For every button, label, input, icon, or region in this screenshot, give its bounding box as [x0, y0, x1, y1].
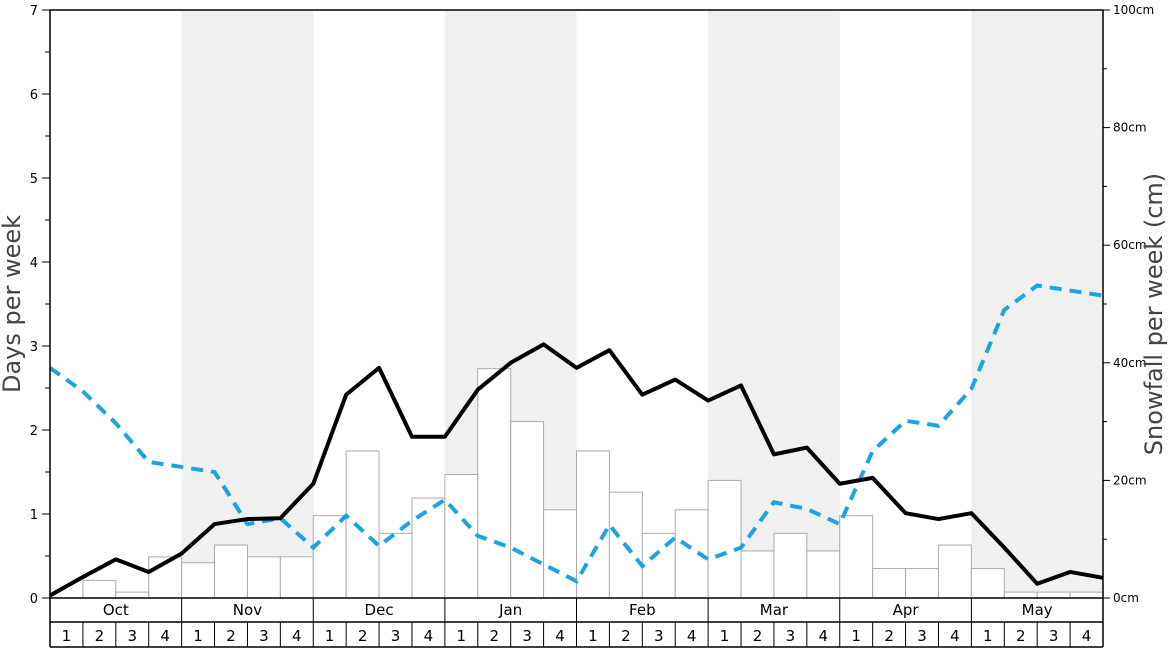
left-tick-label: 4: [30, 256, 38, 271]
snowfall-bar: [345, 450, 380, 599]
right-tick-label: 20cm: [1113, 473, 1147, 487]
week-label: 2: [1016, 627, 1026, 645]
month-band-nov: [181, 10, 314, 598]
month-label-nov: Nov: [233, 601, 262, 619]
month-label-feb: Feb: [629, 601, 656, 619]
week-label: 1: [720, 627, 730, 645]
snowfall-bar: [1069, 591, 1104, 599]
week-label: 4: [687, 627, 697, 645]
snowfall-bar: [214, 544, 248, 599]
left-tick-label: 6: [30, 88, 38, 103]
snowfall-bar: [1003, 591, 1038, 599]
left-tick-label: 5: [30, 172, 38, 187]
month-label-jan: Jan: [498, 601, 522, 619]
week-label: 2: [95, 627, 105, 645]
month-label-mar: Mar: [760, 601, 789, 619]
right-tick-label: 0cm: [1113, 591, 1139, 605]
x-axis: Oct 1 2 3 4 Nov 1 2 3 4 Dec 1 2 3 4 Jan 1 2 3 4 Feb 1 2 3 4 Mar 1 2…: [49, 598, 1104, 648]
snowfall-bar: [1036, 591, 1071, 599]
month-label-oct: Oct: [103, 601, 129, 619]
snowfall-bar: [444, 474, 479, 599]
week-label: 4: [160, 627, 170, 645]
week-label: 2: [489, 627, 499, 645]
month-band-may: [971, 10, 1103, 598]
snowfall-bar: [806, 550, 841, 599]
week-label: 3: [1049, 627, 1059, 645]
snowfall-bar: [477, 368, 512, 599]
week-label: 3: [522, 627, 532, 645]
week-label: 1: [588, 627, 598, 645]
right-tick-label: 60cm: [1113, 238, 1147, 252]
snowfall-bar: [378, 532, 413, 599]
week-label: 1: [983, 627, 993, 645]
left-tick-label: 3: [30, 340, 38, 355]
week-label: 4: [555, 627, 565, 645]
snowfall-bar: [576, 450, 610, 599]
week-label: 3: [917, 627, 927, 645]
snowfall-bar: [246, 556, 281, 599]
week-label: 2: [753, 627, 763, 645]
snowfall-bar: [279, 556, 314, 599]
snowfall-bar: [707, 479, 742, 599]
left-tick-label: 2: [30, 424, 38, 439]
month-bands: [181, 10, 1103, 598]
snowfall-bar: [115, 591, 150, 599]
snowfall-bar: [411, 497, 446, 599]
week-label: 3: [654, 627, 664, 645]
left-tick-label: 1: [30, 508, 38, 523]
week-label: 3: [259, 627, 269, 645]
week-label: 4: [424, 627, 434, 645]
week-label: 4: [1082, 627, 1092, 645]
snowfall-bar: [181, 562, 216, 599]
snowfall-bar: [872, 568, 907, 599]
week-label: 2: [226, 627, 236, 645]
left-tick-label: 0: [30, 592, 38, 607]
snow-days-line: [49, 342, 1104, 598]
week-label: 1: [62, 627, 72, 645]
week-label: 3: [786, 627, 796, 645]
snowfall-bar: [839, 515, 874, 599]
snowfall-bar: [773, 532, 808, 599]
snowfall-bar: [937, 544, 972, 599]
month-label-dec: Dec: [365, 601, 394, 619]
week-label: 2: [884, 627, 894, 645]
right-tick-label: 100cm: [1113, 3, 1154, 17]
right-axis: 0cm 20cm 40cm 60cm 80cm 100cm Snowfall per wee…: [1103, 3, 1168, 605]
month-label-may: May: [1022, 601, 1053, 619]
snowfall-bar: [970, 568, 1005, 599]
left-axis-title: Days per week: [0, 215, 26, 393]
week-label: 1: [325, 627, 335, 645]
week-label: 1: [457, 627, 467, 645]
week-label: 1: [851, 627, 861, 645]
week-label: 2: [358, 627, 368, 645]
week-label: 4: [819, 627, 829, 645]
left-tick-label: 7: [30, 4, 38, 19]
snowfall-bar: [510, 421, 545, 599]
snowfall-bars: [82, 368, 1104, 599]
series-lines: [48, 283, 1104, 598]
snowfall-bar: [543, 509, 577, 599]
week-label: 3: [391, 627, 401, 645]
left-axis: 0 1 2 3 4 5 6 7 Days per week: [0, 4, 50, 607]
snowfall-bar: [740, 550, 775, 599]
week-label: 4: [292, 627, 302, 645]
week-label: 2: [621, 627, 631, 645]
week-label: 3: [127, 627, 137, 645]
right-tick-label: 40cm: [1113, 356, 1147, 370]
week-label: 4: [950, 627, 960, 645]
snowfall-bar: [905, 568, 939, 599]
right-tick-label: 80cm: [1113, 121, 1147, 135]
snowfall-bar: [312, 515, 347, 599]
right-axis-title: Snowfall per week (cm): [1140, 173, 1168, 455]
week-label: 1: [193, 627, 203, 645]
snowfall-bar: [82, 579, 117, 599]
month-label-apr: Apr: [893, 601, 920, 619]
blue-dashed-line: [48, 283, 1104, 584]
